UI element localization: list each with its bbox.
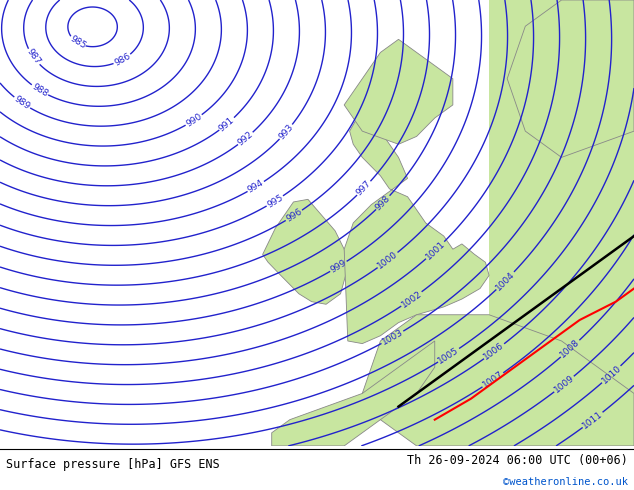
Polygon shape [272,341,435,446]
Text: 1007: 1007 [481,370,505,390]
Text: 999: 999 [329,258,348,275]
Text: 994: 994 [246,178,266,195]
Text: 1010: 1010 [600,363,623,386]
Text: 1003: 1003 [380,328,404,347]
Text: 985: 985 [68,34,87,51]
Text: 1001: 1001 [424,239,447,262]
Text: 1009: 1009 [552,373,576,395]
Polygon shape [262,199,348,304]
Polygon shape [362,315,634,446]
Text: 995: 995 [265,193,285,209]
Text: 989: 989 [12,94,32,111]
Text: 993: 993 [277,122,295,141]
Text: 1008: 1008 [559,338,582,360]
Text: 1004: 1004 [494,270,517,292]
Text: 992: 992 [236,130,255,147]
Text: 986: 986 [113,51,132,68]
Polygon shape [344,110,489,343]
Text: 1011: 1011 [581,410,605,431]
Text: 988: 988 [30,82,49,98]
Polygon shape [489,0,634,446]
Text: 997: 997 [354,179,373,197]
Text: Surface pressure [hPa] GFS ENS: Surface pressure [hPa] GFS ENS [6,458,220,471]
Text: Th 26-09-2024 06:00 UTC (00+06): Th 26-09-2024 06:00 UTC (00+06) [407,454,628,466]
Polygon shape [507,0,634,157]
Text: 1005: 1005 [437,345,461,366]
Polygon shape [344,39,453,144]
Text: 998: 998 [373,194,392,212]
Text: 1006: 1006 [482,341,506,362]
Text: 987: 987 [25,48,42,67]
Text: 1002: 1002 [399,289,424,309]
Text: 991: 991 [217,115,236,133]
Text: 990: 990 [184,112,204,129]
Text: ©weatheronline.co.uk: ©weatheronline.co.uk [503,477,628,487]
Text: 996: 996 [284,207,304,224]
Text: 1000: 1000 [376,250,399,271]
